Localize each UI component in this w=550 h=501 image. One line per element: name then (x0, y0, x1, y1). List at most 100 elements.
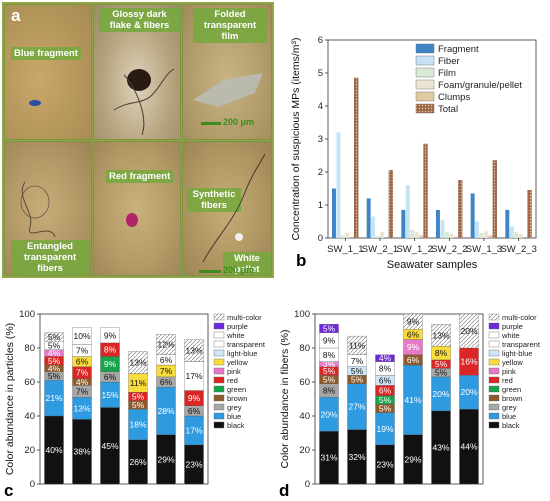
legend-swatch (213, 313, 225, 321)
legend-label: red (227, 376, 238, 385)
data-label: 5% (379, 395, 392, 405)
legend-swatch (488, 358, 500, 366)
data-label: 13% (432, 330, 449, 340)
legend-label: pink (227, 367, 241, 376)
label-red-fragment: Red fragment (106, 170, 174, 183)
data-label: 18% (129, 420, 146, 430)
legend-label: Fragment (438, 44, 479, 55)
data-label: 41% (404, 395, 421, 405)
y-tick-label: 3 (318, 134, 323, 145)
y-tick-label: 100 (19, 309, 35, 320)
data-label: 5% (379, 403, 392, 413)
bar (419, 235, 424, 238)
y-tick-label: 1 (318, 200, 323, 211)
legend-swatch (213, 349, 225, 357)
data-label: 4% (379, 353, 392, 363)
bar (380, 232, 384, 238)
label-white-pellet: White pellet (223, 252, 271, 275)
legend-swatch (415, 91, 435, 102)
y-axis-label: Concentration of suspicious MPs (items/m… (290, 37, 302, 240)
bar-segment (403, 313, 423, 330)
legend-label: red (502, 376, 513, 385)
bar (484, 231, 488, 238)
bar (492, 160, 497, 239)
bar-segment (128, 351, 148, 374)
data-label: 29% (157, 454, 174, 464)
data-label: 5% (351, 374, 364, 384)
legend-swatch (213, 358, 225, 366)
data-label: 20% (460, 387, 477, 397)
data-label: 5% (323, 366, 336, 376)
data-label: 6% (76, 357, 89, 367)
bar (336, 132, 341, 238)
data-label: 3% (323, 359, 336, 369)
data-label: 17% (185, 425, 202, 435)
legend-label: Foam/granule/pellet (438, 80, 522, 91)
bar (345, 233, 350, 238)
legend-swatch (415, 43, 435, 54)
data-label: 5% (48, 340, 61, 350)
y-tick-label: 20 (299, 445, 310, 456)
legend-label: pink (502, 367, 516, 376)
data-label: 29% (404, 454, 421, 464)
data-label: 12% (157, 340, 174, 350)
legend-swatch (488, 376, 500, 384)
scale-label: 200 μm (223, 117, 255, 127)
legend-swatch (488, 412, 500, 420)
fiber-line (113, 68, 175, 111)
scale-bar (201, 122, 221, 125)
bar (405, 185, 410, 238)
legend-swatch (488, 313, 500, 321)
data-label: 7% (351, 356, 364, 366)
data-label: 20% (460, 326, 477, 336)
x-tick-label: SW_1_1 (327, 244, 363, 255)
data-label: 5% (351, 366, 364, 376)
data-label: 9% (407, 317, 420, 327)
legend-label: yellow (227, 358, 248, 367)
label-blue-fragment: Blue fragment (11, 47, 81, 60)
data-label: 8% (379, 363, 392, 373)
x-axis-label: Seawater samples (387, 259, 478, 271)
data-label: 13% (185, 346, 202, 356)
bar (436, 209, 440, 238)
legend-label: brown (502, 394, 522, 403)
x-tick-label: SW_2_1 (362, 244, 398, 255)
bar (509, 226, 514, 238)
y-tick-label: 5 (318, 68, 323, 79)
data-label: 7% (160, 366, 173, 376)
bar (401, 209, 406, 238)
blue-fragment-particle (29, 100, 41, 106)
bar-segment (184, 339, 204, 362)
bar-segment (431, 324, 451, 347)
legend-swatch (488, 349, 500, 357)
data-label: 5% (323, 374, 336, 384)
legend-label: purple (502, 322, 523, 331)
y-tick-label: 40 (24, 411, 35, 422)
data-label: 7% (76, 346, 89, 356)
data-label: 5% (48, 356, 61, 366)
panel-letter-c: c (4, 481, 13, 500)
legend-swatch (213, 421, 225, 429)
dark-flake-particle (127, 69, 151, 91)
data-label: 16% (460, 357, 477, 367)
legend-label: light-blue (227, 349, 257, 358)
data-label: 44% (460, 442, 477, 452)
data-label: 21% (45, 393, 62, 403)
data-label: 26% (129, 457, 146, 467)
panel-letter-d: d (279, 481, 289, 500)
legend-swatch (488, 394, 500, 402)
legend-label: blue (227, 412, 241, 421)
data-label: 11% (130, 378, 147, 388)
panel-a-photo-grid: a Blue fragment Glossy dark flake & fibe… (2, 2, 274, 278)
data-label: 27% (348, 402, 365, 412)
data-label: 43% (432, 442, 449, 452)
plot-frame (39, 313, 209, 485)
x-tick-label: SW_2_2 (431, 244, 467, 255)
data-label: 6% (160, 377, 173, 387)
y-tick-label: 4 (318, 101, 323, 112)
bar-segment (72, 327, 92, 345)
data-label: 4% (48, 363, 61, 373)
data-label: 8% (104, 345, 117, 355)
legend-label: black (502, 421, 520, 430)
legend-label: Fiber (438, 56, 460, 67)
